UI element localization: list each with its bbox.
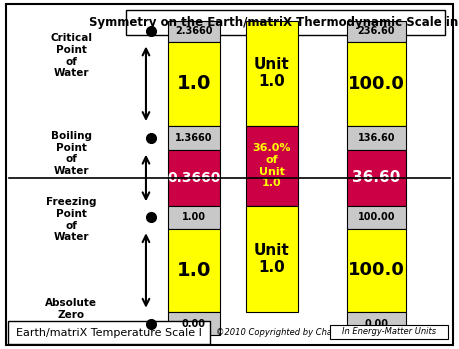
Text: Unit
1.0: Unit 1.0 (254, 243, 290, 275)
Bar (347, 150, 406, 206)
Bar (168, 206, 220, 229)
Text: 0.00: 0.00 (182, 319, 206, 329)
Text: Absolute
Zero: Absolute Zero (45, 298, 97, 320)
Text: 136.60: 136.60 (358, 133, 395, 143)
Bar (168, 229, 220, 312)
Bar (246, 21, 298, 126)
Bar (168, 150, 220, 206)
Text: Symmetry on the Earth/matriX Thermodynamic Scale in EM: Symmetry on the Earth/matriX Thermodynam… (89, 16, 459, 29)
Bar (168, 126, 220, 150)
Text: 36.0%
of
Unit
1.0: 36.0% of Unit 1.0 (253, 143, 291, 188)
Bar (347, 229, 406, 312)
Bar (347, 42, 406, 126)
Text: 100.0: 100.0 (348, 75, 405, 93)
Bar (168, 312, 220, 335)
Text: Critical
Point
of
Water: Critical Point of Water (50, 34, 92, 78)
Bar (246, 126, 298, 206)
Bar (347, 21, 406, 42)
Bar (8, 321, 210, 344)
Text: 100.0: 100.0 (348, 261, 405, 280)
Bar (168, 21, 220, 42)
Text: ©2010 Copyrighted by Charles William Johnson: ©2010 Copyrighted by Charles William Joh… (216, 328, 416, 337)
Text: Unit
1.0: Unit 1.0 (254, 57, 290, 89)
Text: 2.3660: 2.3660 (175, 27, 213, 36)
Text: 1.3660: 1.3660 (175, 133, 213, 143)
Text: Freezing
Point
of
Water: Freezing Point of Water (46, 198, 96, 242)
Text: In Energy-Matter Units: In Energy-Matter Units (342, 327, 436, 336)
Text: 0.3660: 0.3660 (167, 171, 221, 185)
Text: 1.00: 1.00 (182, 212, 206, 222)
Text: 36.60: 36.60 (352, 171, 401, 185)
Bar (330, 325, 448, 339)
Bar (168, 42, 220, 126)
Text: 100.00: 100.00 (358, 212, 395, 222)
Bar (246, 206, 298, 312)
Text: 1.0: 1.0 (177, 261, 211, 280)
Text: 1.0: 1.0 (177, 74, 211, 93)
Text: 0.00: 0.00 (364, 319, 388, 329)
Bar (347, 206, 406, 229)
Bar (347, 312, 406, 335)
Text: Boiling
Point
of
Water: Boiling Point of Water (50, 131, 92, 176)
Text: 236.60: 236.60 (358, 27, 395, 36)
Bar (126, 10, 445, 35)
Text: Earth/matriX Temperature Scale I: Earth/matriX Temperature Scale I (17, 328, 202, 338)
Bar (347, 126, 406, 150)
